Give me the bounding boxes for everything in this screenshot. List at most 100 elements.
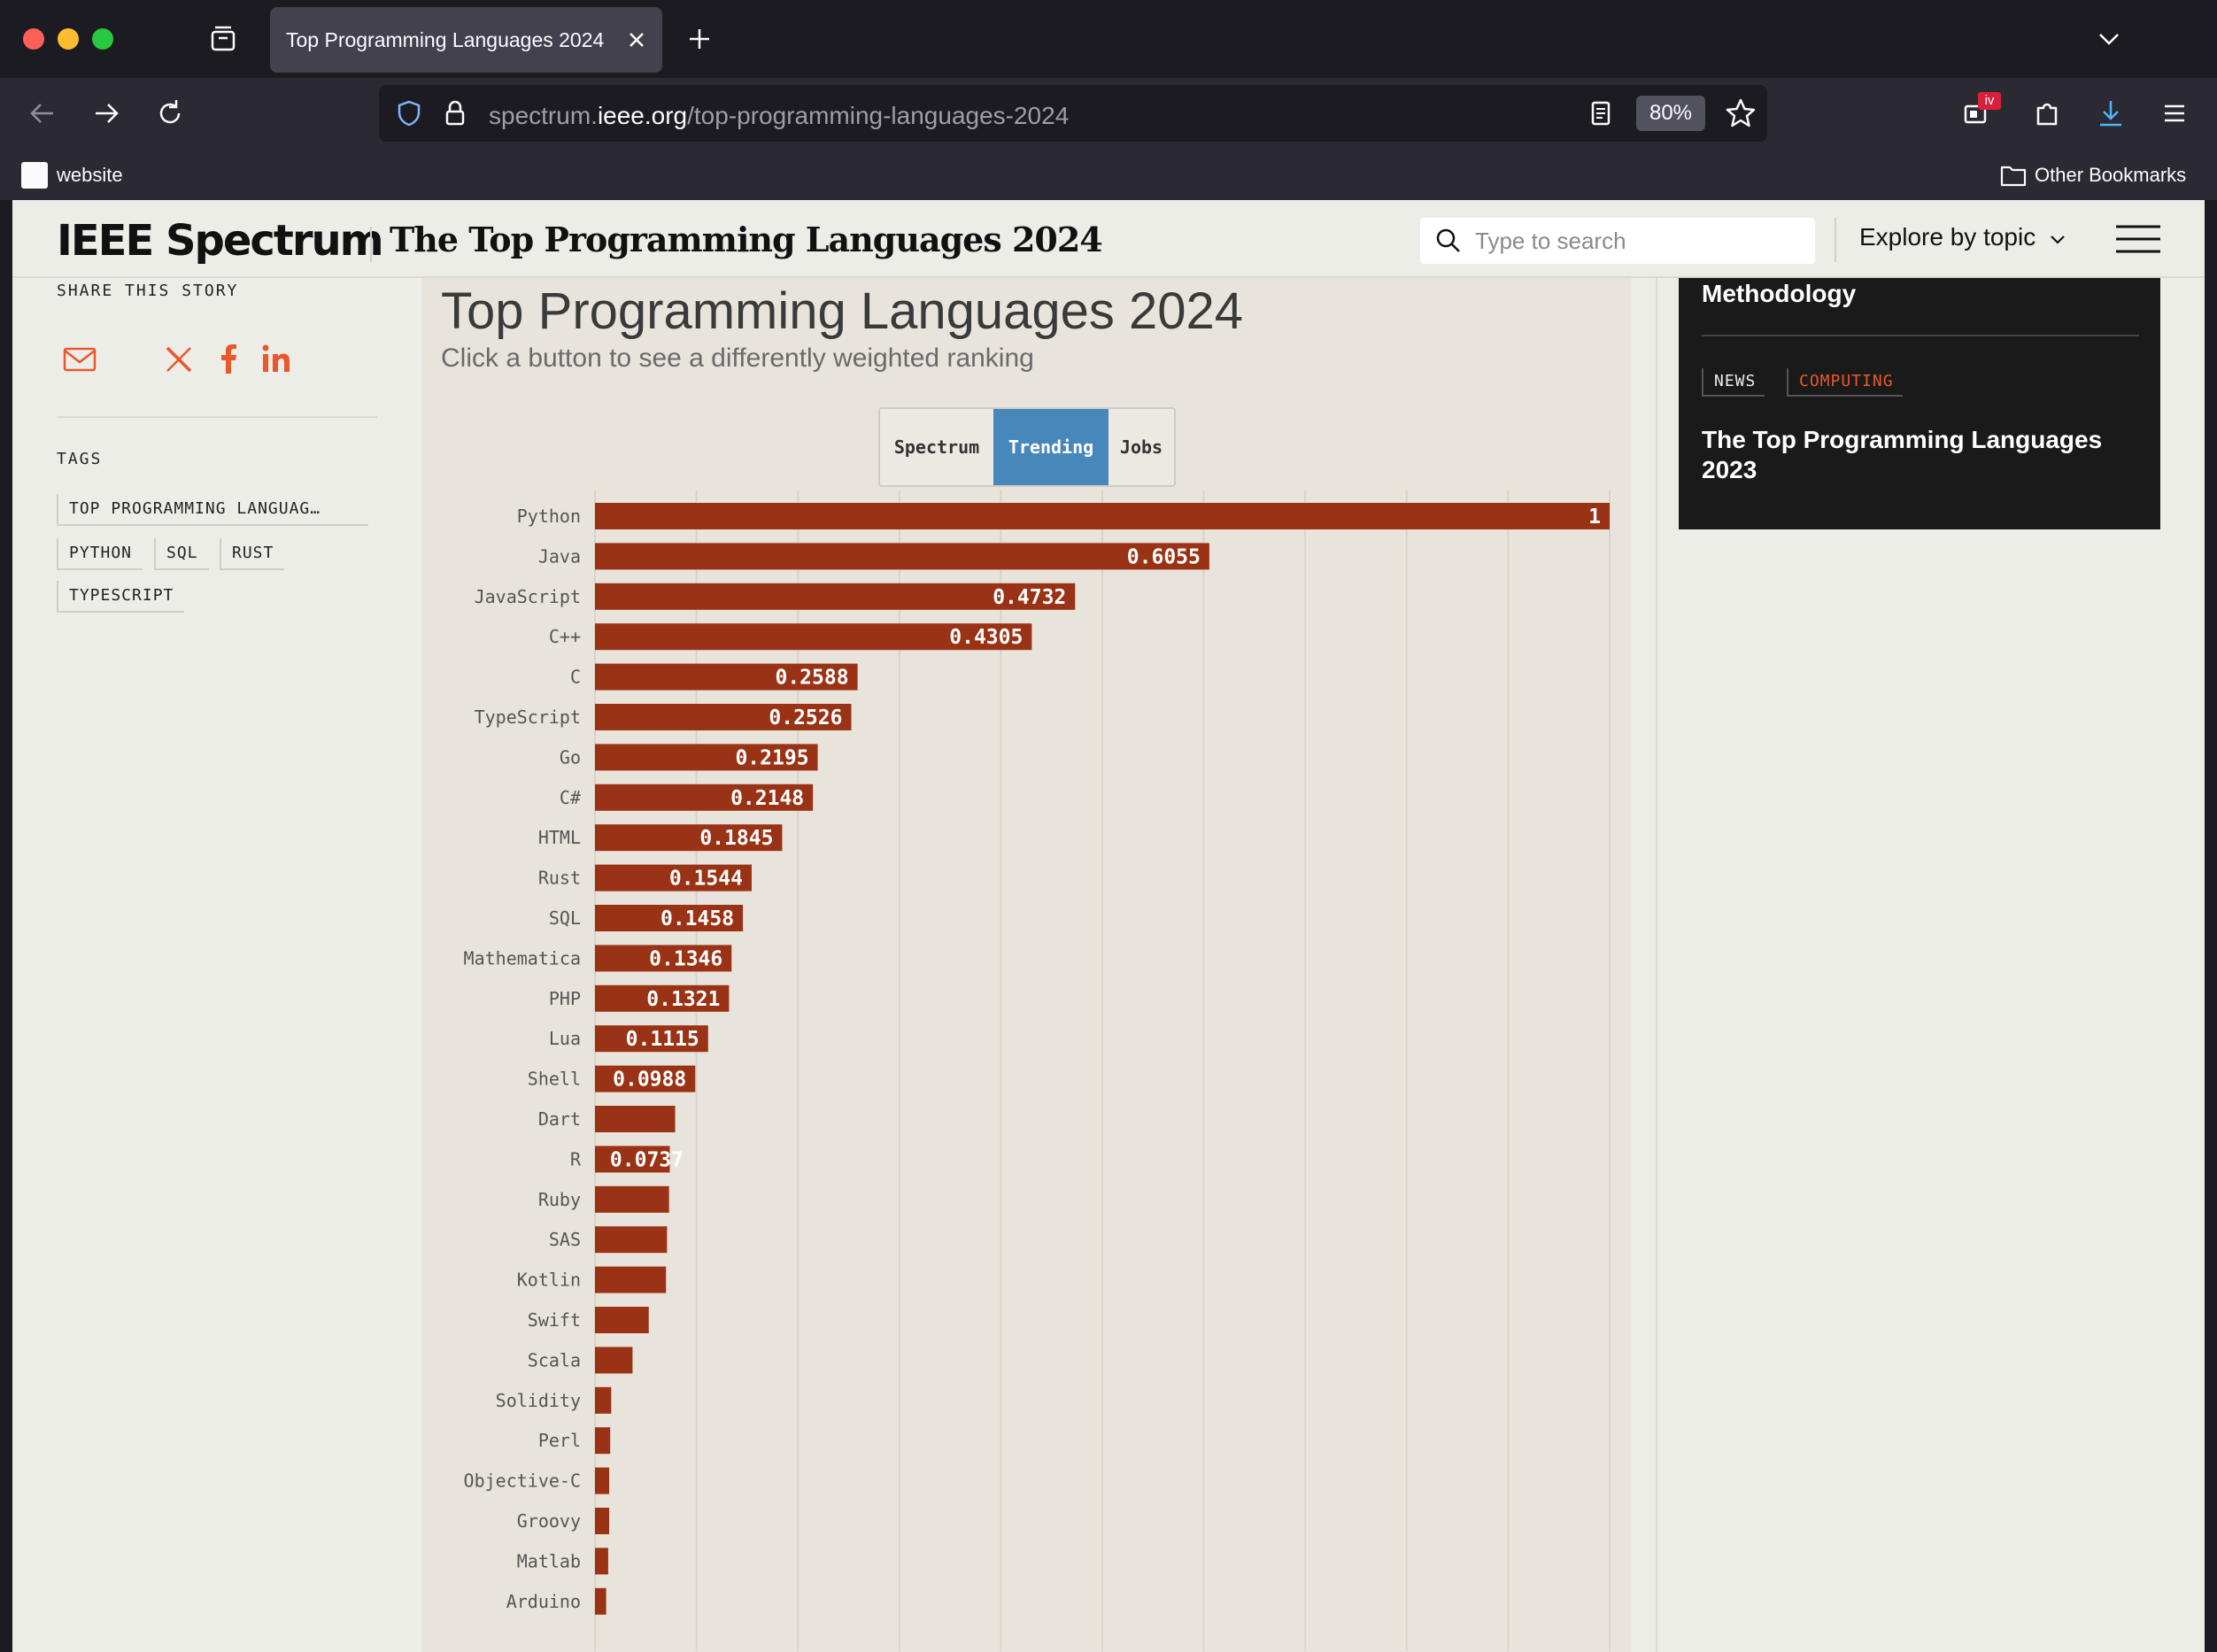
bar[interactable]	[595, 1025, 708, 1053]
new-tab-icon[interactable]	[684, 23, 715, 55]
trending-button[interactable]: Trending	[993, 409, 1108, 485]
tab-manager-icon[interactable]	[207, 23, 239, 55]
category-computing[interactable]: COMPUTING	[1787, 368, 1903, 397]
url-domain-prefix: spectrum.	[489, 102, 598, 129]
tag-rust[interactable]: RUST	[220, 538, 285, 570]
related-articles: Methodology NEWS COMPUTING The Top Progr…	[1679, 278, 2160, 529]
bar[interactable]	[595, 1226, 668, 1254]
folder-icon	[2000, 166, 2027, 187]
bar[interactable]	[595, 1266, 667, 1293]
bar[interactable]	[595, 984, 730, 1012]
puzzle-icon[interactable]	[2029, 96, 2065, 131]
tag-sql[interactable]: SQL	[154, 538, 209, 570]
category-label: Rust	[538, 868, 581, 889]
category-label: TypeScript	[475, 706, 581, 728]
explore-by-topic-button[interactable]: Explore by topic	[1859, 223, 2067, 251]
shield-icon[interactable]	[393, 97, 425, 129]
url-bar[interactable]: spectrum.ieee.org/top-programming-langua…	[379, 85, 1767, 142]
forward-icon[interactable]	[89, 96, 124, 131]
bar-value-label: 0.1115	[626, 1028, 699, 1051]
category-label: Kotlin	[517, 1270, 581, 1291]
bar[interactable]	[595, 945, 732, 972]
category-label: Solidity	[496, 1390, 581, 1411]
tags-label: TAGS	[57, 450, 103, 468]
minimize-window-button[interactable]	[58, 28, 79, 50]
search-input[interactable]	[1475, 227, 1803, 255]
url-text[interactable]: spectrum.ieee.org/top-programming-langua…	[489, 102, 1069, 130]
back-icon[interactable]	[25, 96, 60, 131]
bar[interactable]	[595, 905, 744, 931]
bar[interactable]	[595, 1185, 669, 1213]
bar-value-label: 0.2526	[769, 706, 842, 730]
tab-active[interactable]: Top Programming Languages 2024	[270, 7, 662, 73]
bar-value-label: 0.2148	[730, 787, 804, 810]
tag-python[interactable]: PYTHON	[57, 538, 143, 570]
category-label: Perl	[538, 1430, 581, 1451]
category-label: Lua	[549, 1028, 581, 1049]
explore-label: Explore by topic	[1859, 223, 2036, 251]
hamburger-menu-icon[interactable]	[2114, 221, 2162, 257]
jobs-button[interactable]: Jobs	[1108, 409, 1174, 485]
menu-icon[interactable]	[2157, 96, 2192, 131]
bar-value-label: 0.1845	[699, 827, 773, 850]
bar[interactable]	[595, 864, 752, 892]
site-logo[interactable]: IEEE Spectrum	[57, 216, 384, 266]
bar[interactable]	[595, 583, 1076, 610]
bar[interactable]	[595, 704, 852, 730]
bar-value-label: 0.1458	[660, 907, 734, 930]
bar[interactable]	[595, 1386, 612, 1414]
category-label: Arduino	[506, 1591, 581, 1612]
other-bookmarks-label: Other Bookmarks	[2035, 164, 2187, 186]
bar[interactable]	[595, 663, 858, 691]
bar[interactable]	[595, 1508, 610, 1534]
close-icon[interactable]	[622, 25, 652, 55]
category-label: C#	[560, 787, 581, 808]
email-icon[interactable]	[62, 342, 97, 377]
bar[interactable]	[595, 543, 1209, 570]
linkedin-icon[interactable]	[259, 342, 294, 377]
extension-button[interactable]: iv	[1960, 92, 2001, 131]
chevron-down-icon[interactable]	[2093, 23, 2125, 55]
reload-icon[interactable]	[152, 96, 188, 131]
zoom-window-button[interactable]	[92, 28, 113, 50]
bar[interactable]	[595, 824, 783, 852]
category-news[interactable]: NEWS	[1702, 368, 1765, 397]
close-window-button[interactable]	[23, 28, 44, 50]
bar[interactable]	[595, 1467, 610, 1494]
bar[interactable]	[595, 503, 1610, 529]
chevron-down-icon	[2051, 235, 2065, 244]
bookmark-website[interactable]: website	[21, 162, 123, 189]
bar[interactable]	[595, 1347, 633, 1374]
site-header: IEEE Spectrum The Top Programming Langua…	[12, 200, 2205, 278]
tag-typescript[interactable]: TYPESCRIPT	[57, 581, 185, 613]
category-label: Scala	[528, 1349, 581, 1370]
bar[interactable]	[595, 623, 1032, 651]
bar[interactable]	[595, 1065, 696, 1092]
bar[interactable]	[595, 784, 814, 811]
zoom-level[interactable]: 80%	[1636, 96, 1705, 131]
x-twitter-icon[interactable]	[161, 342, 197, 377]
bar[interactable]	[595, 1587, 606, 1615]
category-label: SAS	[549, 1229, 581, 1250]
facebook-icon[interactable]	[211, 342, 246, 377]
star-icon[interactable]	[1723, 96, 1758, 131]
lock-icon[interactable]	[439, 97, 471, 129]
bar-value-label: 0.0737	[610, 1148, 684, 1171]
spectrum-button[interactable]: Spectrum	[880, 409, 993, 485]
bar[interactable]	[595, 744, 818, 771]
category-label: Python	[517, 506, 581, 527]
tag-top-programming-languages[interactable]: TOP PROGRAMMING LANGUAG…	[57, 494, 368, 526]
reader-view-icon[interactable]	[1585, 97, 1617, 129]
bar[interactable]	[595, 1427, 611, 1455]
bar-value-label: 1	[1588, 506, 1601, 529]
category-label: JavaScript	[475, 586, 581, 607]
related-headline[interactable]: The Top Programming Languages 2023	[1702, 426, 2103, 483]
bar[interactable]	[595, 1106, 676, 1132]
bar[interactable]	[595, 1146, 670, 1173]
bar[interactable]	[595, 1548, 608, 1575]
related-prev-headline[interactable]: Methodology	[1702, 280, 1857, 307]
download-icon[interactable]	[2093, 96, 2128, 131]
other-bookmarks[interactable]: Other Bookmarks	[1999, 162, 2186, 189]
bar[interactable]	[595, 1307, 649, 1333]
search-box[interactable]	[1420, 218, 1815, 264]
